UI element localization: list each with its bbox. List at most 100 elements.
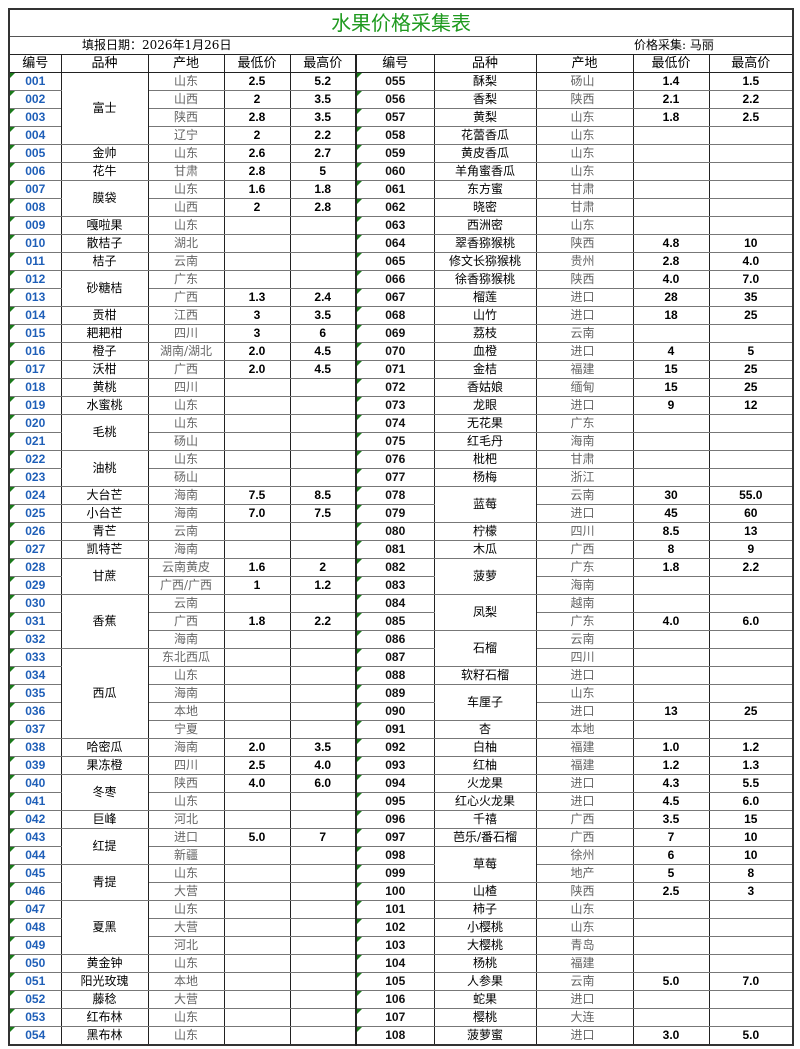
item-id: 108 (355, 1026, 435, 1046)
origin: 东北西瓜 (147, 648, 225, 667)
origin: 山西 (147, 90, 225, 109)
origin: 山东 (147, 414, 225, 433)
item-id: 085 (355, 612, 435, 631)
max-price (289, 252, 357, 271)
min-price (223, 954, 291, 973)
min-price: 1.2 (632, 756, 710, 775)
min-price (223, 864, 291, 883)
origin: 进口 (535, 1026, 634, 1046)
max-price (708, 684, 794, 703)
origin: 山西 (147, 198, 225, 217)
max-price: 10 (708, 846, 794, 865)
item-id: 008 (8, 198, 62, 217)
item-id: 053 (8, 1008, 62, 1027)
item-id: 042 (8, 810, 62, 829)
item-id: 054 (8, 1026, 62, 1046)
table-row: 040 冬枣 陕西 4.0 6.0 094 火龙果 进口 4.3 5.5 (8, 774, 794, 811)
collector: 价格采集: 马丽 (634, 38, 714, 52)
table-row: 038 哈密瓜 海南 2.0 3.5 092 白柚 福建 1.0 1.2 (8, 738, 794, 757)
origin: 山东 (147, 792, 225, 811)
min-price: 3 (223, 324, 291, 343)
max-price (708, 720, 794, 739)
origin: 青岛 (535, 936, 634, 955)
variety-name: 火龙果 (433, 774, 537, 793)
origin: 海南 (147, 684, 225, 703)
item-id: 012 (8, 270, 62, 289)
item-id: 096 (355, 810, 435, 829)
max-price (708, 216, 794, 235)
item-id: 106 (355, 990, 435, 1009)
max-price: 7.0 (708, 972, 794, 991)
table-row: 024 大台芒 海南 7.5 8.5 078 蓝莓 云南 30 55.0 (8, 486, 794, 523)
table-row: 006 花牛 甘肃 2.8 5 060 羊角蜜香瓜 山东 (8, 162, 794, 181)
variety-name: 龙眼 (433, 396, 537, 415)
item-id: 001 (8, 72, 62, 91)
origin: 陕西 (147, 774, 225, 793)
origin: 广西 (147, 612, 225, 631)
min-price (632, 990, 710, 1009)
origin: 山东 (147, 216, 225, 235)
origin: 广东 (535, 612, 634, 631)
origin: 甘肃 (147, 162, 225, 181)
table-row: 017 沃柑 广西 2.0 4.5 071 金桔 福建 15 25 (8, 360, 794, 379)
min-price (223, 918, 291, 937)
origin: 河北 (147, 936, 225, 955)
variety-name: 夏黑 (60, 900, 149, 955)
max-price: 6.0 (289, 774, 357, 793)
max-price: 2.2 (289, 126, 357, 145)
table-row: 045 青提 山东 099 地产 5 8 (8, 864, 794, 901)
min-price (223, 630, 291, 649)
origin: 山东 (535, 684, 634, 703)
max-price (289, 990, 357, 1009)
origin: 山东 (147, 144, 225, 163)
max-price: 4.0 (708, 252, 794, 271)
header-max-price: 最高价 (289, 54, 357, 73)
item-id: 071 (355, 360, 435, 379)
header-max-price: 最高价 (708, 54, 794, 73)
item-id: 051 (8, 972, 62, 991)
item-id: 061 (355, 180, 435, 199)
table-row: 043 红提 进口 5.0 7 097 芭乐/番石榴 广西 7 10 (8, 828, 794, 865)
max-price: 15 (708, 810, 794, 829)
variety-name: 蓝莓 (433, 486, 537, 523)
table-row: 051 阳光玫瑰 本地 105 人参果 云南 5.0 7.0 (8, 972, 794, 991)
max-price: 6.0 (708, 792, 794, 811)
origin: 海南 (147, 540, 225, 559)
min-price: 1.6 (223, 180, 291, 199)
min-price (223, 846, 291, 865)
max-price: 55.0 (708, 486, 794, 505)
header-origin: 产地 (147, 54, 225, 73)
origin: 陕西 (535, 234, 634, 253)
origin: 云南 (535, 486, 634, 505)
variety-name: 花牛 (60, 162, 149, 181)
origin: 湖南/湖北 (147, 342, 225, 361)
min-price (632, 918, 710, 937)
origin: 山东 (147, 900, 225, 919)
variety-name: 大樱桃 (433, 936, 537, 955)
min-price (223, 594, 291, 613)
max-price (289, 414, 357, 433)
max-price: 2 (289, 558, 357, 577)
table-row: 013 广西 1.3 2.4 067 榴莲 进口 28 35 (8, 288, 794, 307)
item-id: 060 (355, 162, 435, 181)
table-row: 008 山西 2 2.8 062 晓密 甘肃 (8, 198, 794, 217)
table-row: 001 富士 山东 2.5 5.2 055 酥梨 砀山 1.4 1.5 (8, 72, 794, 145)
item-id: 047 (8, 900, 62, 919)
variety-name: 红毛丹 (433, 432, 537, 451)
min-price: 2.0 (223, 342, 291, 361)
item-id: 005 (8, 144, 62, 163)
origin: 砀山 (147, 432, 225, 451)
min-price: 2.5 (632, 882, 710, 901)
item-id: 081 (355, 540, 435, 559)
min-price: 4.8 (632, 234, 710, 253)
max-price: 5 (708, 342, 794, 361)
item-id: 036 (8, 702, 62, 721)
max-price (289, 954, 357, 973)
max-price (289, 846, 357, 865)
max-price (289, 864, 357, 883)
variety-name: 贡柑 (60, 306, 149, 325)
variety-name: 红柚 (433, 756, 537, 775)
origin: 山东 (147, 954, 225, 973)
max-price (708, 468, 794, 487)
max-price: 1.3 (708, 756, 794, 775)
